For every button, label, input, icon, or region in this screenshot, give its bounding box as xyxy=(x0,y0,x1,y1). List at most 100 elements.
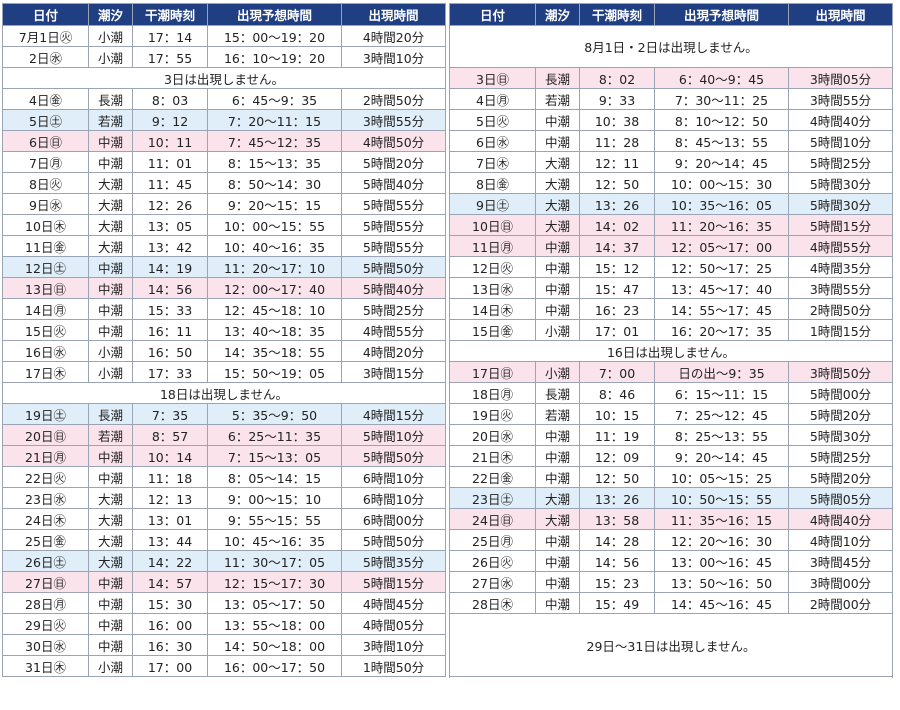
date-cell: 23日㊏ xyxy=(449,487,536,509)
expected-window-cell: 6：15～11：15 xyxy=(654,382,789,404)
table-row: 9日㊏ 大潮 13：26 10：35～16：05 5時間30分 xyxy=(449,193,893,215)
expected-window-cell: 14：55～17：45 xyxy=(654,298,789,320)
expected-window-cell: 8：05～14：15 xyxy=(207,466,342,488)
date-cell: 22日㊎ xyxy=(449,466,536,488)
expected-window-cell: 10：35～16：05 xyxy=(654,193,789,215)
date-cell: 10日㊐ xyxy=(449,214,536,236)
table-row: 9日㊌ 大潮 12：26 9：20～15：15 5時間55分 xyxy=(2,193,446,215)
date-cell: 8日㊋ xyxy=(2,172,89,194)
date-cell: 23日㊌ xyxy=(2,487,89,509)
low-tide-time-cell: 15：23 xyxy=(579,571,655,593)
duration-cell: 3時間55分 xyxy=(788,277,893,299)
expected-window-cell: 13：55～18：00 xyxy=(207,613,342,635)
tide-cell: 大潮 xyxy=(88,487,133,509)
table-row: 15日㊎ 小潮 17：01 16：20～17：35 1時間15分 xyxy=(449,319,893,341)
table-row: 26日㊋ 中潮 14：56 13：00～16：45 3時間45分 xyxy=(449,550,893,572)
table-row: 31日㊍ 小潮 17：00 16：00～17：50 1時間50分 xyxy=(2,655,446,677)
tide-cell: 大潮 xyxy=(535,487,580,509)
duration-cell: 4時間50分 xyxy=(341,130,446,152)
low-tide-time-cell: 14：19 xyxy=(132,256,208,278)
date-cell: 18日㊊ xyxy=(449,382,536,404)
duration-cell: 4時間55分 xyxy=(341,319,446,341)
low-tide-time-cell: 12：11 xyxy=(579,151,655,173)
duration-cell: 4時間40分 xyxy=(788,109,893,131)
low-tide-time-cell: 12：50 xyxy=(579,172,655,194)
tide-cell: 長潮 xyxy=(88,88,133,110)
low-tide-time-cell: 7：00 xyxy=(579,361,655,383)
duration-cell: 2時間50分 xyxy=(341,88,446,110)
header-row: 日付 潮汐 干潮時刻 出現予想時間 出現時間 xyxy=(2,3,446,26)
date-cell: 21日㊊ xyxy=(2,445,89,467)
duration-cell: 4時間10分 xyxy=(788,529,893,551)
table-row: 5日㊋ 中潮 10：38 8：10～12：50 4時間40分 xyxy=(449,109,893,131)
duration-cell: 5時間25分 xyxy=(788,445,893,467)
tide-cell: 中潮 xyxy=(88,592,133,614)
table-row: 11日㊎ 大潮 13：42 10：40～16：35 5時間55分 xyxy=(2,235,446,257)
low-tide-time-cell: 11：45 xyxy=(132,172,208,194)
tide-cell: 小潮 xyxy=(88,25,133,47)
tide-cell: 若潮 xyxy=(88,109,133,131)
low-tide-time-cell: 13：01 xyxy=(132,508,208,530)
expected-window-cell: 12：15～17：30 xyxy=(207,571,342,593)
duration-cell: 5時間50分 xyxy=(341,256,446,278)
duration-cell: 2時間50分 xyxy=(788,298,893,320)
low-tide-time-cell: 17：01 xyxy=(579,319,655,341)
low-tide-time-cell: 9：33 xyxy=(579,88,655,110)
low-tide-time-cell: 8：57 xyxy=(132,424,208,446)
table-row: 24日㊍ 大潮 13：01 9：55～15：55 6時間00分 xyxy=(2,508,446,530)
date-cell: 27日㊌ xyxy=(449,571,536,593)
tide-cell: 大潮 xyxy=(535,172,580,194)
august-tide-table: 日付 潮汐 干潮時刻 出現予想時間 出現時間 8月1日・2日は出現しません。 3日… xyxy=(449,3,893,677)
low-tide-time-cell: 13：44 xyxy=(132,529,208,551)
duration-cell: 5時間55分 xyxy=(341,214,446,236)
date-cell: 26日㊋ xyxy=(449,550,536,572)
low-tide-time-cell: 10：38 xyxy=(579,109,655,131)
expected-window-cell: 9：20～14：45 xyxy=(654,151,789,173)
duration-cell: 5時間50分 xyxy=(341,529,446,551)
low-tide-time-cell: 11：18 xyxy=(132,466,208,488)
low-tide-time-cell: 7：35 xyxy=(132,403,208,425)
table-row: 27日㊌ 中潮 15：23 13：50～16：50 3時間00分 xyxy=(449,571,893,593)
low-tide-time-cell: 11：28 xyxy=(579,130,655,152)
table-row: 13日㊌ 中潮 15：47 13：45～17：40 3時間55分 xyxy=(449,277,893,299)
low-tide-time-cell: 8：02 xyxy=(579,67,655,89)
expected-window-cell: 10：45～16：35 xyxy=(207,529,342,551)
date-cell: 30日㊌ xyxy=(2,634,89,656)
expected-window-cell: 6：25～11：35 xyxy=(207,424,342,446)
table-row: 22日㊋ 中潮 11：18 8：05～14：15 6時間10分 xyxy=(2,466,446,488)
no-appearance-note: 18日は出現しません。 xyxy=(2,382,446,404)
expected-window-cell: 9：00～15：10 xyxy=(207,487,342,509)
table-row: 16日㊌ 小潮 16：50 14：35～18：55 4時間20分 xyxy=(2,340,446,362)
date-cell: 13日㊌ xyxy=(449,277,536,299)
low-tide-time-cell: 10：15 xyxy=(579,403,655,425)
tide-cell: 中潮 xyxy=(88,571,133,593)
tide-cell: 小潮 xyxy=(535,319,580,341)
date-cell: 7日㊊ xyxy=(2,151,89,173)
date-cell: 25日㊊ xyxy=(449,529,536,551)
tide-cell: 中潮 xyxy=(88,277,133,299)
tide-cell: 若潮 xyxy=(535,88,580,110)
table-row: 18日㊊ 長潮 8：46 6：15～11：15 5時間00分 xyxy=(449,382,893,404)
low-tide-time-cell: 14：02 xyxy=(579,214,655,236)
table-row: 5日㊏ 若潮 9：12 7：20～11：15 3時間55分 xyxy=(2,109,446,131)
duration-cell: 4時間40分 xyxy=(788,508,893,530)
date-cell: 28日㊊ xyxy=(2,592,89,614)
tide-cell: 大潮 xyxy=(535,193,580,215)
low-tide-time-cell: 16：11 xyxy=(132,319,208,341)
date-cell: 15日㊋ xyxy=(2,319,89,341)
table-row: 14日㊊ 中潮 15：33 12：45～18：10 5時間25分 xyxy=(2,298,446,320)
expected-window-cell: 14：45～16：45 xyxy=(654,592,789,614)
no-appearance-note: 3日は出現しません。 xyxy=(2,67,446,89)
duration-cell: 4時間20分 xyxy=(341,25,446,47)
table-row: 23日㊏ 大潮 13：26 10：50～15：55 5時間05分 xyxy=(449,487,893,509)
date-cell: 24日㊍ xyxy=(2,508,89,530)
low-tide-time-cell: 17：33 xyxy=(132,361,208,383)
duration-cell: 3時間05分 xyxy=(788,67,893,89)
expected-window-cell: 11：30～17：05 xyxy=(207,550,342,572)
date-cell: 29日㊋ xyxy=(2,613,89,635)
tide-cell: 若潮 xyxy=(88,424,133,446)
low-tide-time-cell: 15：33 xyxy=(132,298,208,320)
expected-window-cell: 7：30～11：25 xyxy=(654,88,789,110)
table-row: 13日㊐ 中潮 14：56 12：00～17：40 5時間40分 xyxy=(2,277,446,299)
tide-cell: 中潮 xyxy=(535,424,580,446)
